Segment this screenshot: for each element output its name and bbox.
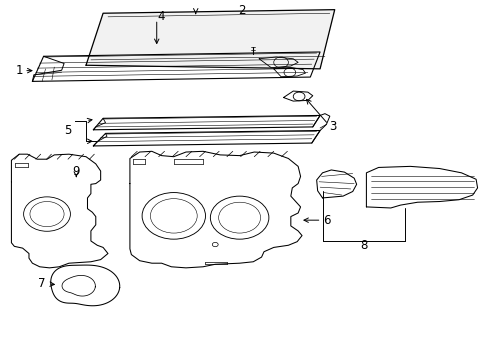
Text: 1: 1 — [16, 64, 23, 77]
Polygon shape — [86, 10, 334, 69]
Text: 3: 3 — [329, 121, 336, 134]
Text: 8: 8 — [360, 239, 367, 252]
Text: 7: 7 — [39, 278, 46, 291]
Text: 5: 5 — [64, 124, 72, 138]
Text: 4: 4 — [158, 10, 165, 23]
Text: 9: 9 — [72, 165, 80, 178]
Text: 6: 6 — [322, 214, 329, 227]
Text: 2: 2 — [238, 4, 245, 17]
